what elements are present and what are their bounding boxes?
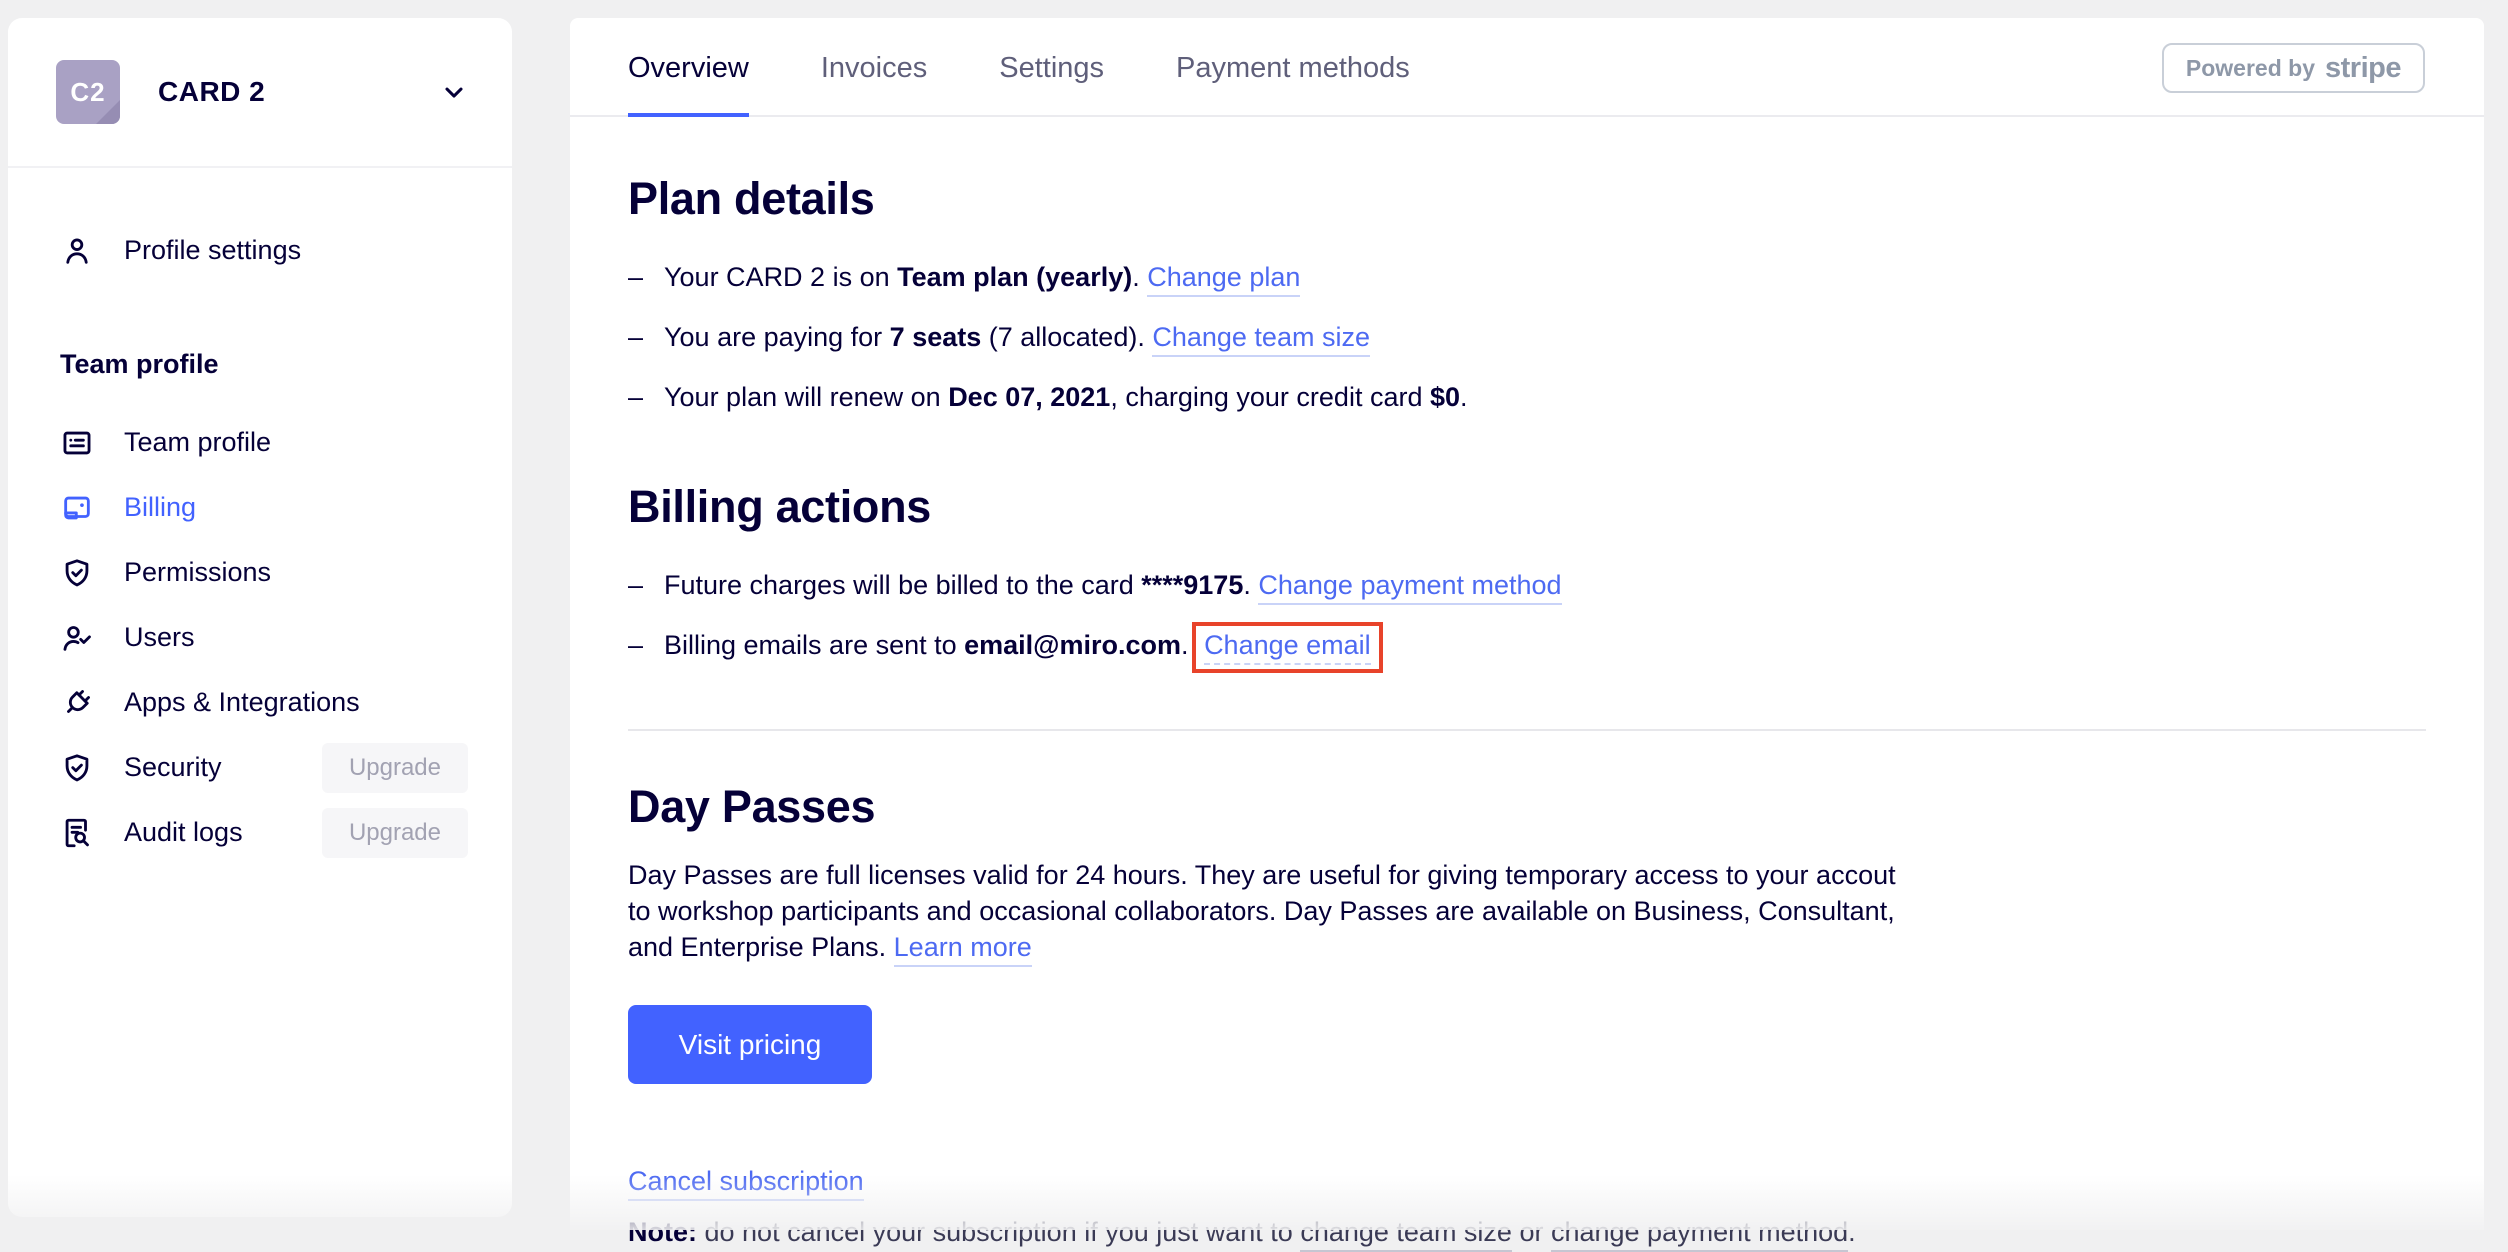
- cancel-subscription-link[interactable]: Cancel subscription: [628, 1166, 864, 1201]
- change-team-size-link[interactable]: Change team size: [1152, 322, 1370, 357]
- settings-sidebar: C2 CARD 2 Profile settings Team profile …: [8, 18, 512, 1217]
- team-name: CARD 2: [158, 76, 266, 107]
- sidebar-item-label: Team profile: [124, 427, 272, 457]
- note-change-team-size-link[interactable]: change team size: [1300, 1217, 1512, 1252]
- day-passes-description: Day Passes are full licenses valid for 2…: [628, 857, 1900, 967]
- team-avatar-initials: C2: [70, 76, 106, 107]
- billing-main-panel: Overview Invoices Settings Payment metho…: [570, 18, 2484, 1252]
- chevron-down-icon: [440, 78, 468, 106]
- list-item: – Your plan will renew on Dec 07, 2021, …: [628, 381, 2426, 413]
- sidebar-item-team-profile[interactable]: Team profile: [8, 410, 512, 475]
- sidebar-item-label: Billing: [124, 492, 197, 522]
- billing-email: email@miro.com: [964, 630, 1182, 660]
- tab-settings[interactable]: Settings: [999, 52, 1105, 84]
- cancel-note: Note: do not cancel your subscription if…: [628, 1215, 2426, 1252]
- powered-by-stripe-badge[interactable]: Powered by stripe: [2161, 43, 2425, 93]
- billing-actions-title: Billing actions: [628, 481, 932, 532]
- overview-content: Plan details – Your CARD 2 is on Team pl…: [570, 117, 2484, 1252]
- change-email-link[interactable]: Change email: [1204, 630, 1371, 665]
- visit-pricing-button[interactable]: Visit pricing: [628, 1005, 872, 1084]
- note-change-payment-method-link[interactable]: change payment method: [1550, 1217, 1849, 1252]
- sidebar-item-audit-logs[interactable]: Audit logs Upgrade: [8, 800, 512, 865]
- sidebar-section-title: Team profile: [60, 349, 219, 379]
- learn-more-link[interactable]: Learn more: [893, 932, 1032, 967]
- seats-line: You are paying for 7 seats (7 allocated)…: [664, 321, 1370, 357]
- bullet-dash: –: [628, 382, 644, 412]
- powered-by-label: Powered by: [2185, 54, 2316, 81]
- team-avatar: C2: [56, 60, 120, 124]
- sidebar-item-label: Security: [124, 752, 222, 782]
- person-icon: [60, 234, 94, 268]
- upgrade-badge[interactable]: Upgrade: [321, 742, 468, 793]
- audit-log-icon: [60, 816, 94, 850]
- sidebar-item-label: Profile settings: [124, 235, 302, 265]
- sidebar-item-label: Permissions: [124, 557, 272, 587]
- annotation-highlight-box: Change email: [1192, 622, 1383, 673]
- renewal-amount: $0: [1429, 382, 1461, 412]
- bullet-dash: –: [628, 630, 644, 660]
- card-number: ****9175: [1141, 570, 1244, 600]
- section-divider: [628, 729, 2426, 731]
- plug-icon: [60, 686, 94, 720]
- renewal-line: Your plan will renew on Dec 07, 2021, ch…: [664, 382, 1468, 412]
- billing-tabbar: Overview Invoices Settings Payment metho…: [570, 18, 2484, 117]
- bullet-dash: –: [628, 262, 644, 292]
- seat-count: 7 seats: [889, 322, 982, 352]
- renewal-date: Dec 07, 2021: [948, 382, 1111, 412]
- plan-details-list: – Your CARD 2 is on Team plan (yearly). …: [628, 261, 2426, 413]
- sidebar-item-security[interactable]: Security Upgrade: [8, 735, 512, 800]
- tab-payment-methods[interactable]: Payment methods: [1176, 52, 1410, 84]
- tab-overview[interactable]: Overview: [628, 52, 749, 117]
- sidebar-item-apps-integrations[interactable]: Apps & Integrations: [8, 670, 512, 735]
- sidebar-item-billing[interactable]: Billing: [8, 475, 512, 540]
- list-item: – Future charges will be billed to the c…: [628, 569, 2426, 605]
- tab-invoices[interactable]: Invoices: [820, 52, 928, 84]
- list-item: – Billing emails are sent to email@miro.…: [628, 622, 2426, 673]
- shield-check-icon: [60, 751, 94, 785]
- change-payment-method-link[interactable]: Change payment method: [1258, 570, 1562, 605]
- cancel-subscription-row: Cancel subscription: [628, 1166, 2426, 1201]
- billing-wallet-icon: [60, 491, 94, 525]
- bullet-dash: –: [628, 570, 644, 600]
- sidebar-item-label: Users: [124, 622, 195, 652]
- team-switcher[interactable]: C2 CARD 2: [8, 18, 512, 168]
- sidebar-nav: Profile settings Team profile Team profi…: [8, 168, 512, 865]
- team-profile-card-icon: [60, 426, 94, 460]
- billing-actions-list: – Future charges will be billed to the c…: [628, 569, 2426, 673]
- list-item: – You are paying for 7 seats (7 allocate…: [628, 321, 2426, 357]
- plan-name: Team plan (yearly): [897, 262, 1133, 292]
- plan-line: Your CARD 2 is on Team plan (yearly). Ch…: [664, 261, 1301, 297]
- note-label: Note:: [628, 1217, 697, 1247]
- upgrade-badge[interactable]: Upgrade: [321, 807, 468, 858]
- user-check-icon: [60, 621, 94, 655]
- day-passes-title: Day Passes: [628, 781, 876, 832]
- bullet-dash: –: [628, 322, 644, 352]
- plan-details-title: Plan details: [628, 173, 875, 224]
- shield-check-icon: [60, 556, 94, 590]
- list-item: – Your CARD 2 is on Team plan (yearly). …: [628, 261, 2426, 297]
- sidebar-item-users[interactable]: Users: [8, 605, 512, 670]
- sidebar-item-label: Audit logs: [124, 817, 243, 847]
- stripe-logo: stripe: [2325, 51, 2401, 84]
- card-line: Future charges will be billed to the car…: [664, 569, 1562, 605]
- sidebar-item-profile-settings[interactable]: Profile settings: [8, 218, 512, 283]
- change-plan-link[interactable]: Change plan: [1147, 262, 1301, 297]
- sidebar-item-label: Apps & Integrations: [124, 687, 360, 717]
- sidebar-item-permissions[interactable]: Permissions: [8, 540, 512, 605]
- email-line: Billing emails are sent to email@miro.co…: [664, 622, 1383, 673]
